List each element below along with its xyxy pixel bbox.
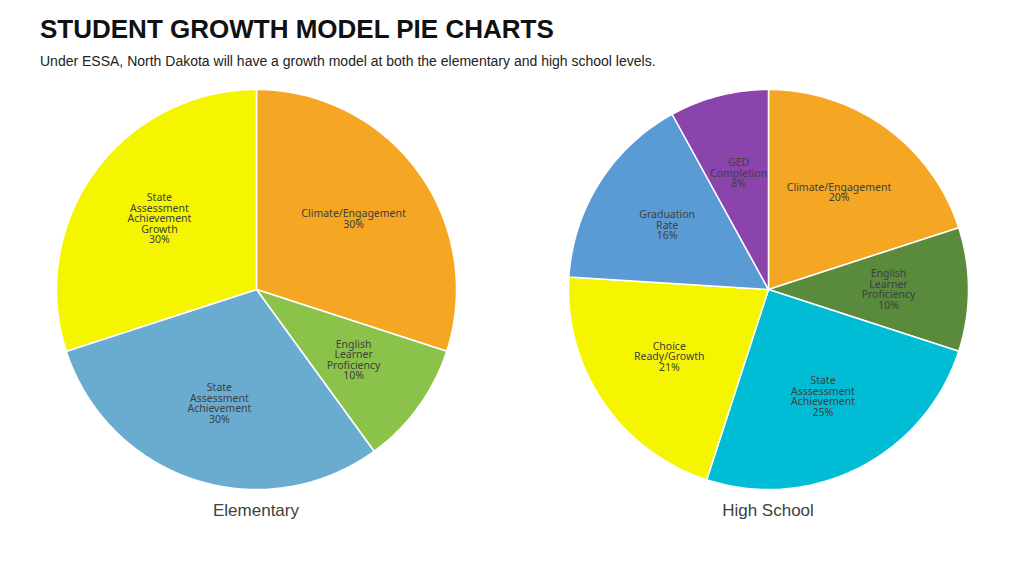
html-text:STUDENT GROWTH MODEL PIE CHART: STUDENT GROWTH MODEL PIE CHARTS — [40, 14, 554, 44]
html-text:Elementary: Elementary — [213, 501, 299, 520]
svg-text:StateAssessmentAchievementGrow: StateAssessmentAchievementGrowth30% — [127, 190, 191, 246]
html-text:High School: High School — [722, 501, 814, 520]
html-text:Under ESSA, North Dakota will: Under ESSA, North Dakota will have a gro… — [40, 53, 656, 69]
svg-text:EnglishLearnerProficiency10%: EnglishLearnerProficiency10% — [327, 337, 381, 383]
svg-text:GEDCompletion8%: GEDCompletion8% — [710, 155, 767, 190]
svg-text:Climate/Engagement20%: Climate/Engagement20% — [787, 180, 892, 205]
svg-text:Climate/Engagement30%: Climate/Engagement30% — [301, 206, 406, 231]
svg-text:StateAsssessmentAchievement25%: StateAsssessmentAchievement25% — [791, 373, 855, 419]
svg-text:StateAssessmentAchievement30%: StateAssessmentAchievement30% — [187, 380, 251, 426]
svg-text:EnglishLearnerProficiency10%: EnglishLearnerProficiency10% — [862, 266, 916, 312]
svg-text:GraduationRate16%: GraduationRate16% — [639, 207, 695, 242]
svg-text:ChoiceReady/Growth21%: ChoiceReady/Growth21% — [634, 339, 705, 374]
